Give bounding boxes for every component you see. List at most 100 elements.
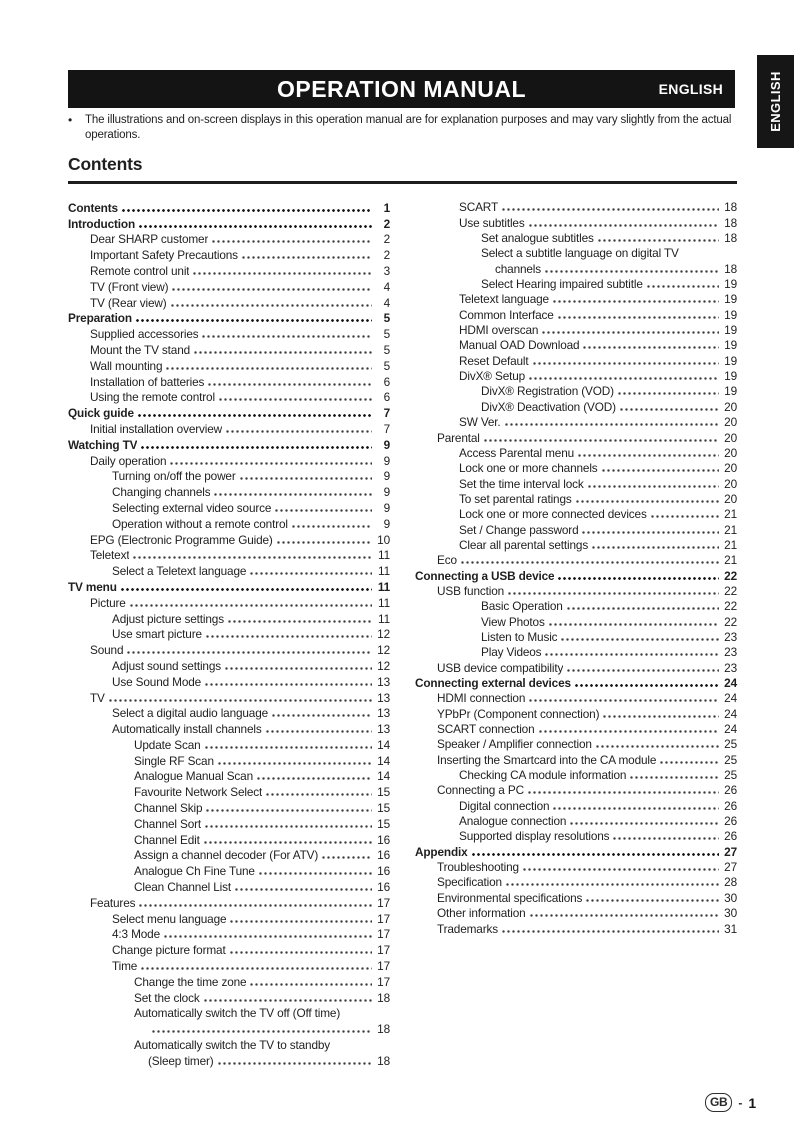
toc-page-number: 13 — [377, 690, 390, 705]
toc-entry: Supported display resolutions 26 — [415, 828, 737, 843]
toc-entry-label: Supplied accessories — [90, 327, 199, 342]
toc-entry: channels 18 — [415, 260, 737, 276]
toc-entry-label: USB function — [437, 583, 505, 598]
header-language-label: ENGLISH — [658, 81, 723, 97]
bullet-icon: • — [68, 113, 73, 127]
toc-entry: Using the remote control 6 — [68, 389, 390, 404]
toc-entry: Supplied accessories 5 — [68, 325, 390, 341]
toc-entry: DivX® Deactivation (VOD) 20 — [415, 398, 737, 414]
toc-entry: Change the time zone 17 — [68, 973, 390, 989]
side-tab-label: ENGLISH — [768, 71, 783, 132]
toc-entry-label: Appendix — [415, 844, 468, 859]
toc-entry-label: Other information — [437, 906, 526, 921]
contents-divider — [68, 181, 737, 184]
toc-page-number: 20 — [724, 491, 737, 506]
toc-entry: Channel Sort 15 — [68, 815, 390, 831]
toc-entry-label: Changing channels — [112, 485, 211, 500]
footer-dash: - — [738, 1095, 743, 1110]
toc-page-number: 24 — [724, 691, 737, 706]
toc-page-number: 19 — [724, 353, 737, 368]
toc-entry: Dear SHARP customer 2 — [68, 231, 390, 246]
toc-page-number: 9 — [383, 516, 391, 531]
toc-entry: DivX® Registration (VOD) 19 — [415, 383, 737, 398]
toc-entry: Teletext 11 — [68, 547, 390, 562]
toc-leader-dots — [207, 381, 372, 387]
toc-leader-dots — [557, 575, 719, 581]
toc-page-number: 19 — [724, 292, 737, 307]
toc-entry-label: Turning on/off the power — [112, 469, 236, 484]
toc-entry: Select a subtitle language on digital TV — [415, 245, 737, 260]
toc-entry-label: Set analogue subtitles — [481, 231, 594, 246]
toc-entry-label: channels — [495, 261, 542, 276]
toc-entry-label: 4:3 Mode — [112, 927, 160, 942]
toc-entry: 4:3 Mode 17 — [68, 926, 390, 942]
toc-page-number: 10 — [377, 532, 390, 547]
toc-entry-label: HDMI connection — [437, 691, 526, 706]
toc-entry: Connecting external devices 24 — [415, 675, 737, 690]
toc-page-number: 7 — [383, 421, 391, 436]
toc-leader-dots — [140, 966, 372, 972]
toc-page-number: 9 — [383, 485, 391, 500]
toc-entry: Inserting the Smartcard into the CA modu… — [415, 751, 737, 767]
toc-leader-dots — [290, 523, 372, 529]
toc-leader-dots — [616, 391, 719, 397]
toc-entry-label: Important Safety Precautions — [90, 248, 238, 263]
toc-entry-label: Access Parental menu — [459, 445, 575, 460]
toc-page-number: 14 — [377, 769, 390, 784]
toc-leader-dots — [544, 652, 719, 658]
toc-entry-label: Parental — [437, 430, 480, 445]
toc-entry-label: Picture — [90, 595, 126, 610]
toc-entry: Automatically switch the TV off (Off tim… — [68, 1005, 390, 1020]
toc-entry: TV (Rear view) 4 — [68, 294, 390, 310]
toc-leader-dots — [132, 555, 372, 561]
toc-entry-label: Set / Change password — [459, 522, 579, 537]
toc-page-number: 14 — [377, 753, 390, 768]
toc-entry: Analogue Manual Scan 14 — [68, 768, 390, 784]
toc-leader-dots — [612, 836, 719, 842]
toc-leader-dots — [265, 792, 372, 798]
toc-entry-label: Teletext language — [459, 292, 549, 307]
toc-entry: EPG (Electronic Programme Guide) 10 — [68, 531, 390, 547]
toc-leader-dots — [573, 683, 719, 688]
toc-entry: Environmental specifications 30 — [415, 889, 737, 905]
toc-page-number: 5 — [383, 358, 391, 373]
toc-entry: (Sleep timer) 18 — [68, 1052, 390, 1068]
toc-leader-dots — [228, 950, 372, 956]
toc-leader-dots — [501, 928, 719, 934]
toc-page-number: 24 — [724, 706, 737, 721]
toc-entry-label: Adjust sound settings — [112, 658, 221, 673]
toc-entry-label: Time — [112, 959, 138, 974]
toc-page-number: 15 — [377, 801, 390, 816]
toc-leader-dots — [216, 760, 372, 766]
toc-entry: Channel Skip 15 — [68, 799, 390, 815]
toc-entry: USB device compatibility 23 — [415, 659, 737, 675]
toc-entry-label: Features — [90, 895, 136, 910]
toc-page-number: 9 — [383, 437, 391, 452]
toc-entry-label: Lock one or more channels — [459, 461, 598, 476]
toc-page-number: 13 — [377, 722, 390, 737]
toc-entry-label: Change the time zone — [134, 974, 247, 989]
toc-page-number: 19 — [724, 369, 737, 384]
toc-leader-dots — [217, 397, 372, 403]
toc-leader-dots — [163, 934, 372, 940]
toc-entry: Picture 11 — [68, 594, 390, 610]
toc-page-number: 5 — [383, 327, 391, 342]
toc-entry: TV 13 — [68, 689, 390, 705]
toc-page-number: 26 — [724, 798, 737, 813]
toc-leader-dots — [577, 452, 719, 458]
toc-entry-label: Introduction — [68, 216, 135, 231]
toc-leader-dots — [501, 207, 719, 213]
toc-page-number: 30 — [724, 906, 737, 921]
toc-page-number: 22 — [724, 568, 737, 583]
toc-entry-label: Update Scan — [134, 737, 201, 752]
toc-entry-label: Quick guide — [68, 406, 134, 421]
toc-entry: Automatically install channels 13 — [68, 720, 390, 736]
toc-entry-label: Channel Skip — [134, 801, 203, 816]
toc-page-number: 15 — [377, 816, 390, 831]
toc-leader-dots — [556, 314, 719, 320]
toc-entry: Speaker / Amplifier connection 25 — [415, 736, 737, 751]
toc-entry-label: To set parental ratings — [459, 491, 572, 506]
toc-leader-dots — [470, 851, 719, 857]
toc-entry: Change picture format 17 — [68, 941, 390, 957]
toc-entry: Select a Teletext language 11 — [68, 562, 390, 578]
